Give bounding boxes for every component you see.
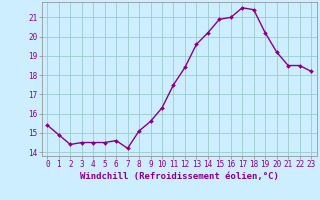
X-axis label: Windchill (Refroidissement éolien,°C): Windchill (Refroidissement éolien,°C) bbox=[80, 172, 279, 181]
